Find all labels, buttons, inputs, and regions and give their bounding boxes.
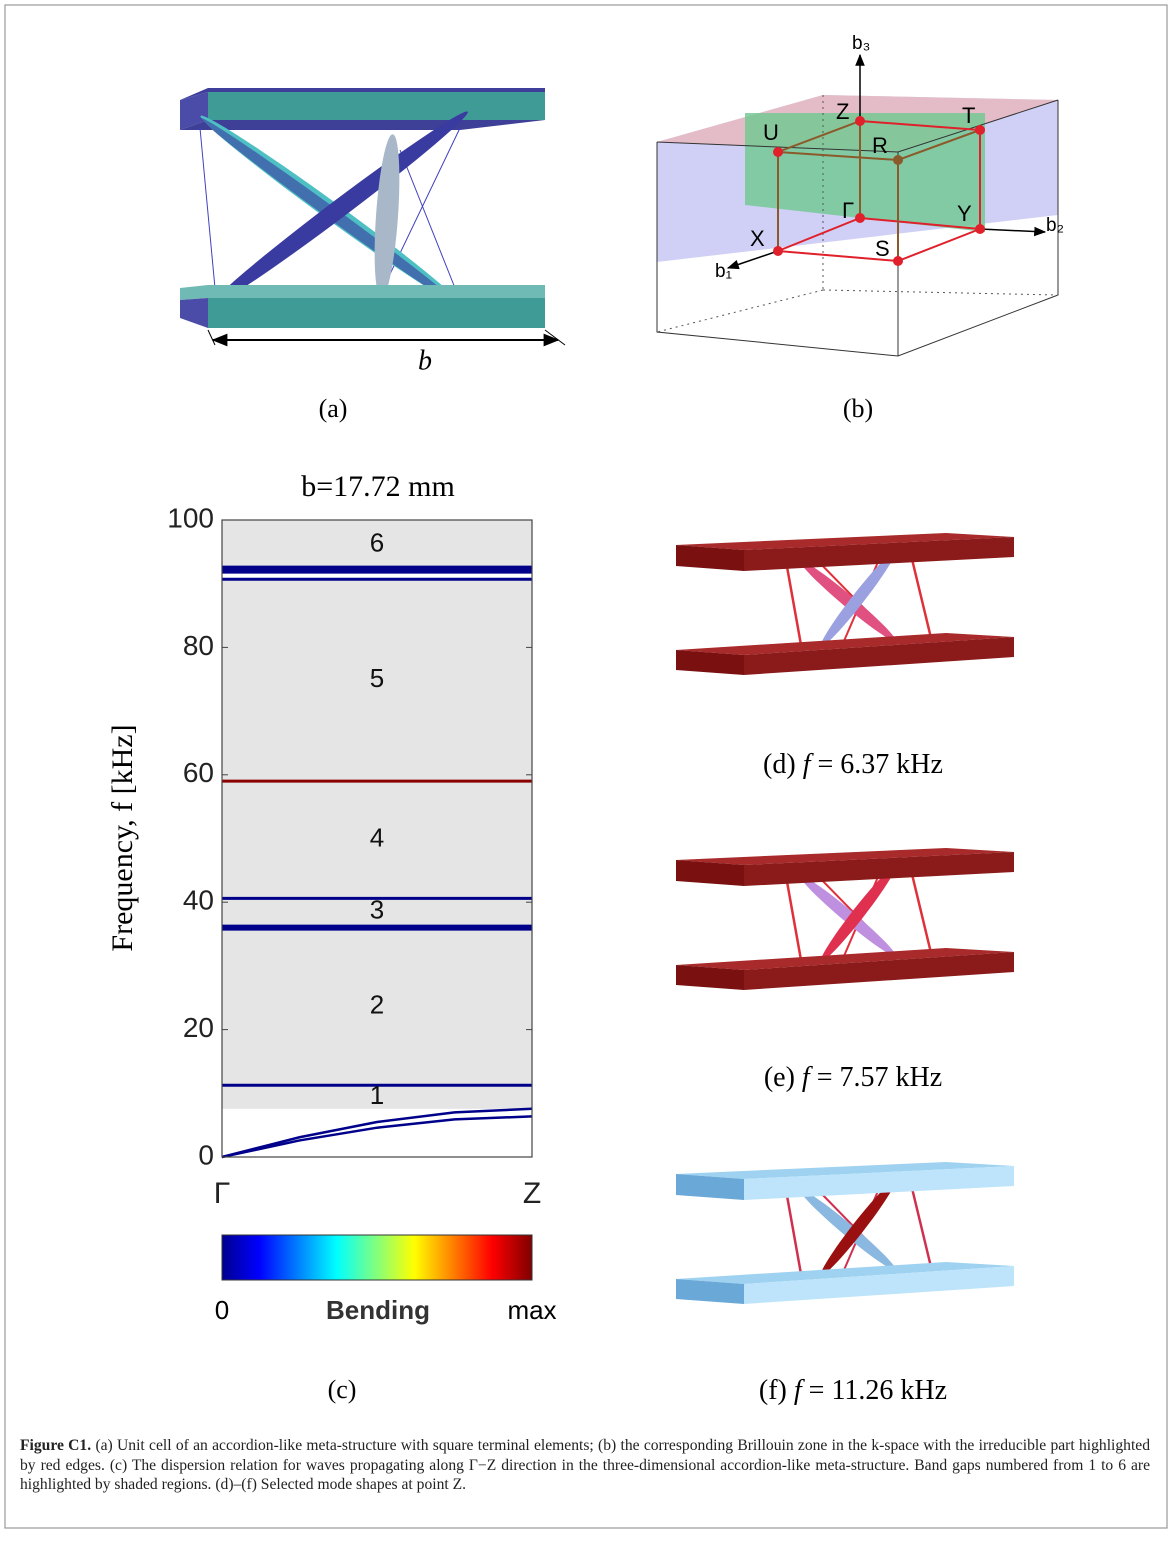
band-gap — [222, 898, 532, 926]
band-gap — [222, 927, 532, 1086]
point-label: Y — [957, 201, 972, 226]
unit-cell-diagram — [180, 88, 566, 347]
x-tick-label: Z — [523, 1177, 541, 1210]
gap-label: 2 — [370, 989, 384, 1019]
gap-label: 1 — [370, 1080, 384, 1110]
y-tick-label: 20 — [183, 1012, 214, 1043]
colorbar-label: max — [507, 1295, 556, 1325]
gap-label: 4 — [370, 823, 384, 853]
y-tick-label: 40 — [183, 885, 214, 916]
panel-tag: (c) — [328, 1375, 357, 1404]
dimension-label: b — [418, 345, 432, 376]
band-line — [221, 1115, 533, 1159]
point-label: S — [875, 236, 890, 261]
gap-label: 3 — [370, 895, 384, 925]
mode-caption: (e) f = 7.57 kHz — [764, 1062, 942, 1093]
brillouin-zone-diagram — [656, 53, 1059, 357]
point-label: X — [750, 226, 765, 251]
band-gap — [222, 579, 532, 782]
caption-lead: Figure C1. — [20, 1437, 92, 1454]
y-tick-label: 100 — [167, 502, 214, 533]
mode-shape — [676, 533, 1014, 675]
mode-shape — [676, 848, 1014, 990]
gap-label: 6 — [370, 528, 384, 558]
y-tick-label: 80 — [183, 630, 214, 661]
axis-label: b₃ — [852, 33, 870, 54]
axis-label: b₁ — [715, 261, 732, 282]
zone-labels: b₁ b₂ b₃ Z T U R Γ Y X S — [715, 33, 1064, 282]
point-label: Γ — [842, 198, 854, 223]
axis-label: b₂ — [1046, 215, 1064, 236]
mode-caption: (d) f = 6.37 kHz — [763, 749, 943, 780]
y-tick-label: 0 — [198, 1139, 214, 1170]
point-label: T — [962, 103, 975, 128]
colorbar-title: Bending — [326, 1295, 430, 1325]
band-line — [221, 1107, 533, 1159]
point-label: U — [763, 120, 779, 145]
mode-caption: (f) f = 11.26 kHz — [759, 1375, 947, 1406]
y-tick-label: 60 — [183, 757, 214, 788]
band-gap — [222, 520, 532, 570]
point-label: Z — [836, 99, 849, 124]
band-gap — [222, 781, 532, 899]
figure-caption: Figure C1. (a) Unit cell of an accordion… — [20, 1436, 1150, 1495]
panel-tag: (a) — [319, 394, 348, 423]
y-axis-label: Frequency, f [kHz] — [106, 724, 139, 951]
mode-shape — [676, 1162, 1014, 1304]
colorbar-label: 0 — [215, 1295, 229, 1325]
caption-text: (a) Unit cell of an accordion-like meta-… — [20, 1437, 1151, 1493]
panel-tag: (b) — [843, 394, 873, 423]
chart-title: b=17.72 mm — [301, 470, 455, 503]
x-tick-label: Γ — [214, 1177, 231, 1210]
plot-frame — [221, 519, 533, 1158]
figure-frame — [4, 4, 1168, 1529]
colorbar — [221, 1234, 533, 1281]
point-label: R — [872, 133, 888, 158]
band-gap — [222, 1085, 532, 1109]
gap-label: 5 — [370, 663, 384, 693]
